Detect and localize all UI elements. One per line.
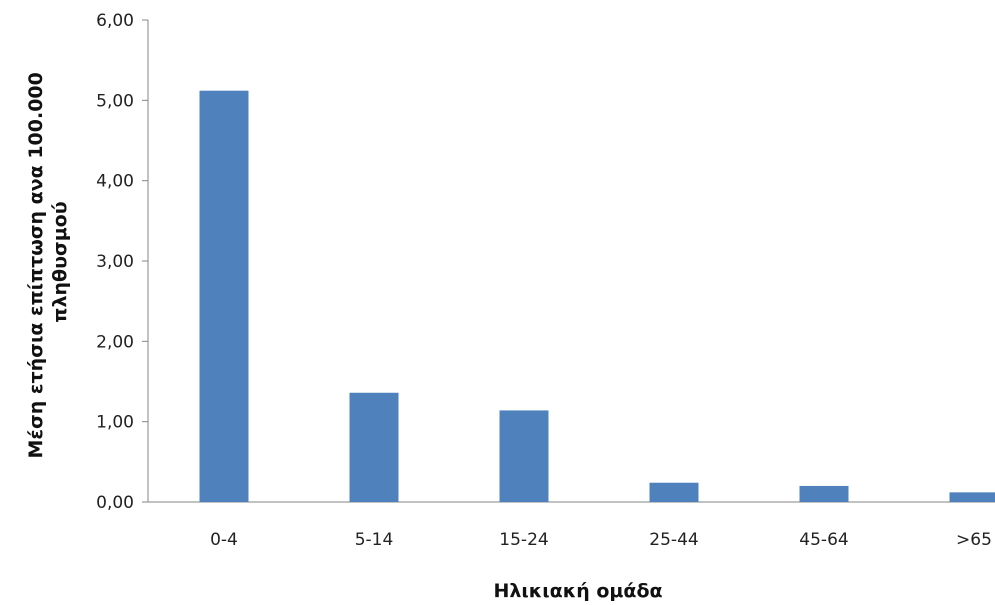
y-tick-label: 5,00 [96,91,134,111]
y-tick-label: 4,00 [96,172,134,192]
svg-text:Μέση ετήσια επίπτωση ανα 100.0: Μέση ετήσια επίπτωση ανα 100.000 πληθυσμ… [25,66,71,459]
y-tick-label: 1,00 [96,413,134,433]
bar [799,485,849,502]
bar [949,492,995,502]
y-tick-label: 0,00 [96,493,134,513]
x-tick-label: 5-14 [355,530,394,550]
y-axis: 0,00 1,00 2,00 3,00 4,00 5,00 6,00 [96,11,149,513]
bars [199,90,995,503]
x-tick-label: 25-44 [649,530,698,550]
bar [649,482,699,502]
y-axis-title-line-1: Μέση ετήσια επίπτωση ανα 100.000 [25,72,47,458]
x-axis: 0-4 5-14 15-24 25-44 45-64 >65 [148,501,995,550]
y-tick-label: 3,00 [96,252,134,272]
bar [199,90,249,503]
x-tick-label: 45-64 [799,530,848,550]
y-tick-label: 6,00 [96,11,134,31]
x-axis-title: Ηλικιακή ομάδα [493,580,662,602]
y-axis-title: Μέση ετήσια επίπτωση ανα 100.000 πληθυσμ… [25,66,71,459]
x-tick-label: 15-24 [499,530,548,550]
y-tick-label: 2,00 [96,332,134,352]
x-tick-label: 0-4 [210,530,238,550]
bar [499,410,549,502]
bar [349,392,399,502]
x-tick-label: >65 [956,530,992,550]
y-axis-title-line-2: πληθυσμού [49,201,71,322]
